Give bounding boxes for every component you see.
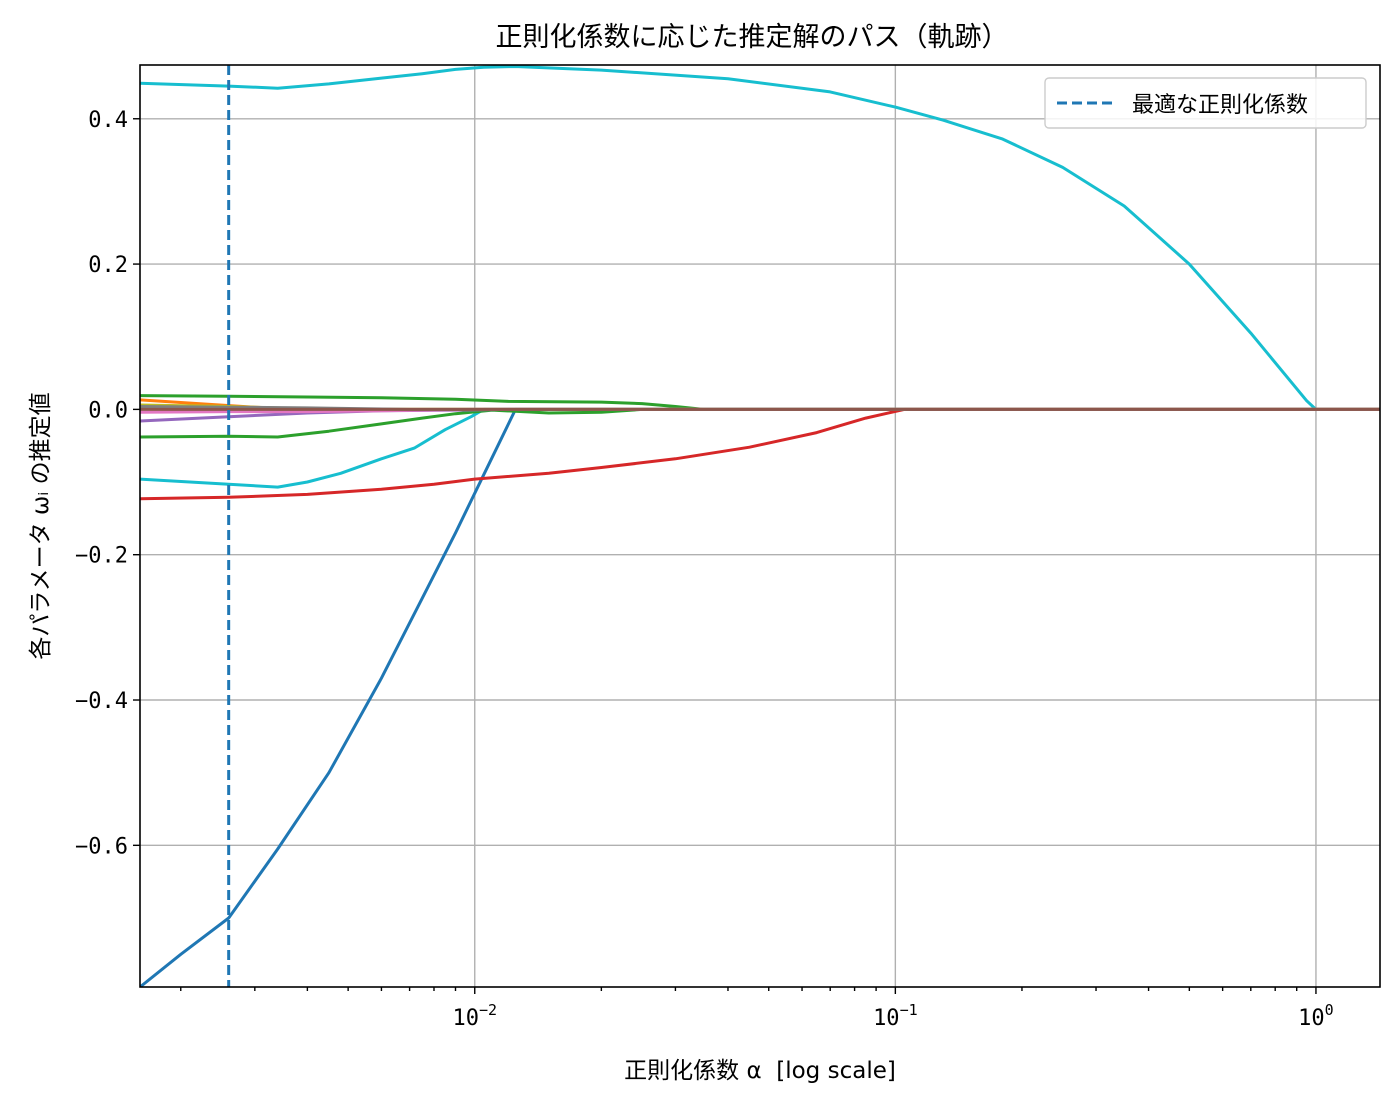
x-tick-label: 10−2: [452, 1001, 497, 1031]
legend: 最適な正則化係数: [1044, 77, 1367, 129]
plot-frame: [139, 64, 1381, 988]
series-layer: [140, 65, 1380, 987]
y-axis-label: 各パラメータ ωᵢ の推定値: [28, 392, 54, 659]
y-tick-label: 0.2: [88, 253, 128, 278]
y-tick-label: −0.6: [75, 834, 128, 859]
grid-layer: [140, 65, 1380, 987]
series-line-4: [140, 394, 1380, 411]
y-tick-label: −0.4: [75, 689, 128, 714]
series-line-5: [140, 407, 1380, 439]
x-tick-label: 10−1: [873, 1001, 918, 1031]
tick-layer: 0.4 0.2 0.0 −0.2 −0.4 −0.6 10−2 10−1 100: [75, 108, 1334, 1031]
series-line-1: [140, 407, 1380, 987]
series-line-3: [140, 407, 1380, 489]
x-axis-label: 正則化係数 α [log scale]: [624, 1058, 896, 1084]
legend-box: [1044, 77, 1367, 129]
y-tick-label: 0.0: [88, 398, 128, 423]
y-tick-label: 0.4: [88, 108, 128, 133]
chart-title: 正則化係数に応じた推定解のパス（軌跡）: [496, 22, 1009, 53]
y-tick-label: −0.2: [75, 544, 128, 569]
x-tick-label: 100: [1298, 1001, 1334, 1031]
series-line-6: [140, 407, 1380, 501]
series-line-2: [140, 65, 1380, 411]
legend-label: 最適な正則化係数: [1132, 93, 1308, 118]
